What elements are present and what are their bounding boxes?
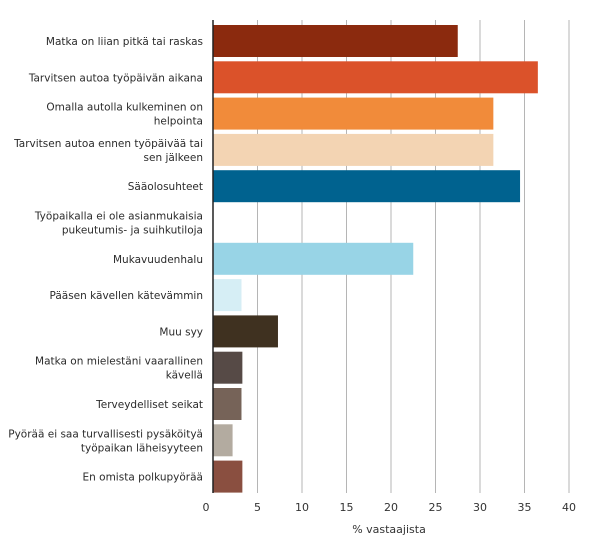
bar-12	[213, 460, 243, 493]
x-tick-label-30: 30	[473, 501, 487, 514]
x-tick-label-20: 20	[384, 501, 398, 514]
bar-0	[213, 25, 458, 57]
category-label-5-line-0: Työpaikalla ei ole asianmukaisia	[34, 211, 203, 223]
x-tick-label-25: 25	[429, 501, 443, 514]
category-label-11: Pyörää ei saa turvallisesti pysäköityä ty…	[8, 428, 203, 454]
category-label-1: Tarvitsen autoa työpäivän aikana	[28, 72, 203, 84]
category-label-3: Tarvitsen autoa ennen työpäivää tai sen j…	[13, 138, 203, 164]
category-label-4: Sääolosuhteet	[128, 181, 203, 193]
category-labels: Matka on liian pitkä tai raskas Tarvitsen…	[8, 36, 203, 484]
category-label-6: Mukavuudenhalu	[113, 254, 203, 266]
category-label-6-line-0: Mukavuudenhalu	[113, 254, 203, 266]
category-label-12-line-0: En omista polkupyörää	[83, 472, 203, 484]
category-label-3-line-0: Tarvitsen autoa ennen työpäivää tai	[13, 138, 203, 150]
bar-8	[213, 315, 278, 348]
category-label-4-line-0: Sääolosuhteet	[128, 181, 203, 193]
bar-6	[213, 242, 414, 275]
category-label-8-line-0: Muu syy	[159, 326, 203, 338]
bar-4	[213, 170, 521, 203]
x-tick-label-10: 10	[295, 501, 309, 514]
category-label-5: Työpaikalla ei ole asianmukaisia pukeutum…	[34, 211, 203, 237]
bar-10	[213, 388, 242, 420]
category-label-9-line-0: Matka on mielestäni vaarallinen	[35, 356, 203, 368]
category-label-10: Terveydelliset seikat	[95, 399, 203, 411]
x-tick-labels: 0 5 10 15 20 25 30 35 40	[203, 501, 577, 514]
category-label-2-line-1: helpointa	[154, 116, 203, 128]
bar-2	[213, 97, 494, 130]
category-label-10-line-0: Terveydelliset seikat	[95, 399, 203, 411]
bar-11	[213, 424, 233, 457]
category-label-12: En omista polkupyörää	[83, 472, 203, 484]
bars	[213, 25, 538, 493]
category-label-2: Omalla autolla kulkeminen on helpointa	[46, 102, 203, 128]
category-label-7-line-0: Pääsen kävellen kätevämmin	[49, 290, 203, 302]
x-axis-title: % vastaajista	[352, 523, 426, 536]
category-label-0: Matka on liian pitkä tai raskas	[46, 36, 203, 48]
category-label-11-line-0: Pyörää ei saa turvallisesti pysäköityä	[8, 428, 203, 440]
category-label-7: Pääsen kävellen kätevämmin	[49, 290, 203, 302]
category-label-3-line-1: sen jälkeen	[144, 152, 203, 164]
category-label-0-line-0: Matka on liian pitkä tai raskas	[46, 36, 203, 48]
category-label-11-line-1: työpaikan läheisyyteen	[81, 442, 203, 454]
category-label-2-line-0: Omalla autolla kulkeminen on	[46, 102, 203, 114]
category-label-8: Muu syy	[159, 326, 203, 338]
category-label-1-line-0: Tarvitsen autoa työpäivän aikana	[28, 72, 203, 84]
bar-7	[213, 279, 242, 312]
bar-9	[213, 351, 243, 384]
category-label-9: Matka on mielestäni vaarallinen kävellä	[35, 356, 203, 382]
bar-1	[213, 61, 538, 94]
bar-3	[213, 133, 494, 166]
category-label-9-line-1: kävellä	[166, 370, 203, 382]
x-tick-label-40: 40	[562, 501, 576, 514]
x-tick-label-0: 0	[203, 501, 210, 514]
x-tick-label-5: 5	[254, 501, 261, 514]
category-label-5-line-1: pukeutumis- ja suihkutiloja	[62, 225, 203, 237]
x-tick-label-15: 15	[340, 501, 354, 514]
x-tick-label-35: 35	[518, 501, 532, 514]
